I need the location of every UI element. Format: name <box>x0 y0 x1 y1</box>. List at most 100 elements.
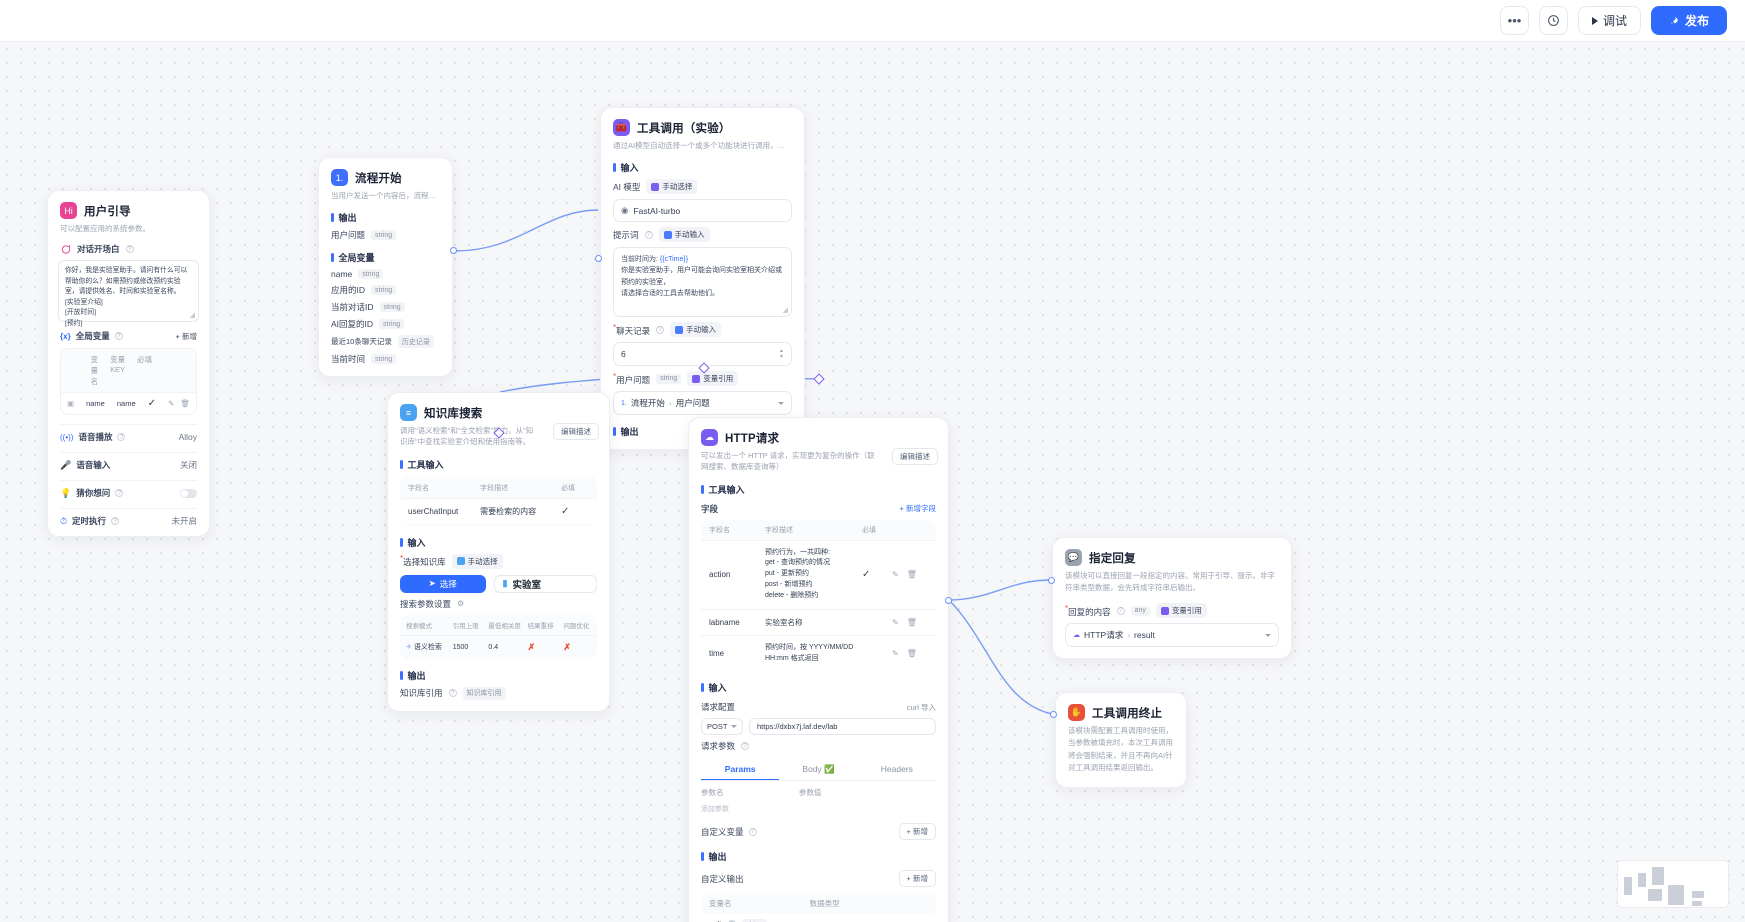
select-kb-button[interactable]: ➤ 选择 <box>400 574 486 593</box>
edit-icon[interactable]: ✎ <box>168 399 175 409</box>
curl-import-button[interactable]: curl 导入 <box>907 702 936 713</box>
add-custom-var-button[interactable]: + 新增 <box>898 823 936 841</box>
guess-question-toggle[interactable] <box>180 488 197 498</box>
question-mode-chip[interactable]: 变量引用 <box>687 371 739 387</box>
opening-text: 你好，我是实验室助手。请问有什么可以帮助你的么？如需预约或修改预约实验室，请提供… <box>65 267 188 327</box>
question-label: 用户问题 <box>616 374 651 385</box>
field-type: string <box>371 285 397 296</box>
node-description: 该模块需配置工具调用时使用，当参数被填充时，本次工具调用将会强制结束，并且不再向… <box>1068 726 1173 773</box>
help-icon[interactable]: ? <box>448 689 457 697</box>
delete-icon[interactable]: 🗑 <box>906 617 917 627</box>
opening-textarea[interactable]: 你好，我是实验室助手。请问有什么可以帮助你的么？如需预约或修改预约实验室，请提供… <box>58 260 199 327</box>
publish-button[interactable]: 发布 <box>1650 6 1727 35</box>
help-icon[interactable]: ? <box>727 920 736 922</box>
history-mode-chip[interactable]: 手动输入 <box>670 322 722 338</box>
http-request-output-port[interactable] <box>945 597 952 604</box>
add-param-button[interactable]: 添加参数 <box>701 804 936 814</box>
node-assigned-reply[interactable]: 💬 指定回复 该模块可以直接回复一段指定的内容。常用于引导、提示。非字符串类型数… <box>1052 537 1292 659</box>
node-http-request[interactable]: ☁ HTTP请求 可以发出一个 HTTP 请求，实现更为复杂的操作（联网搜索、数… <box>688 417 949 922</box>
setting-scheduled[interactable]: ⏱ 定时执行 ? 未开启 <box>48 509 209 536</box>
stepper-icon[interactable]: ▲ ▼ <box>779 348 784 361</box>
history-button[interactable] <box>1538 6 1568 35</box>
tool-call-input-port[interactable] <box>595 255 602 262</box>
field-name: 用户问题 <box>331 230 366 241</box>
delete-icon[interactable]: 🗑 <box>906 570 917 580</box>
help-icon[interactable]: ? <box>117 433 126 442</box>
custom-output-label: 自定义输出 <box>701 873 744 884</box>
edit-icon[interactable]: ✎ <box>892 570 899 580</box>
content-variable-select[interactable]: ☁ HTTP请求 › result <box>1065 623 1279 647</box>
table-row[interactable]: ▣ name name ✓ ✎ 🗑 <box>61 392 196 414</box>
chevron-down-icon[interactable] <box>778 401 784 405</box>
model-select[interactable]: ◉ FastAI-turbo <box>613 199 792 223</box>
select-kb-mode-chip[interactable]: 手动选择 <box>451 553 503 569</box>
prompt-mode-chip[interactable]: 手动输入 <box>658 227 710 243</box>
edit-description-button[interactable]: 编辑描述 <box>553 423 599 440</box>
prompt-label: 提示词 <box>613 229 639 240</box>
setting-value: Alloy <box>178 432 197 443</box>
tab-params[interactable]: Params <box>701 759 780 781</box>
th-required: 必填 <box>862 526 876 534</box>
http-url-input[interactable]: https://dxbx7j.laf.dev/lab <box>749 718 936 736</box>
help-icon[interactable]: ? <box>114 332 123 341</box>
table-row: time 预约时间，按 YYYY/MM/DD HH:mm 格式返回 ✎ 🗑 <box>701 634 936 672</box>
minimap[interactable] <box>1617 860 1729 908</box>
node-tool-call[interactable]: 🧰 工具调用（实验） 通过AI模型自动选择一个或多个功能块进行调用，也可以对条件… <box>600 107 805 451</box>
http-method-select[interactable]: POST <box>701 718 743 736</box>
gear-icon[interactable]: ⚙ <box>457 599 465 608</box>
help-icon[interactable]: ? <box>115 489 124 498</box>
add-field-button[interactable]: + 新增字段 <box>900 503 936 514</box>
prompt-textarea[interactable]: 当前时间为: {{cTime}} 你是实验室助手，用户可能会询问实验室相关介绍或… <box>613 247 792 318</box>
debug-label: 调试 <box>1602 14 1627 28</box>
help-icon[interactable]: ? <box>644 230 653 239</box>
help-icon[interactable]: ? <box>656 325 665 334</box>
add-custom-output-button[interactable]: + 新增 <box>898 870 936 888</box>
help-icon[interactable]: ? <box>748 827 757 836</box>
content-mode-chip[interactable]: 变量引用 <box>1155 603 1207 618</box>
chevron-right-icon: › <box>668 398 672 409</box>
node-user-guide[interactable]: Hi 用户引导 可以配置应用的系统参数。 对话开场白 ? 你好，我是实验室助手。… <box>47 190 210 538</box>
input-label: 输入 <box>620 163 639 174</box>
semantic-icon: ✧ <box>406 644 412 651</box>
setting-voice-input[interactable]: 🎤 语音输入 关闭 <box>48 453 209 471</box>
chevron-down-icon[interactable] <box>1265 633 1271 637</box>
more-options-button[interactable]: ••• <box>1499 6 1529 35</box>
help-icon[interactable]: ? <box>125 245 134 254</box>
th-name: 字段名 <box>709 526 730 534</box>
node-header: 💬 指定回复 <box>1053 538 1291 566</box>
help-icon[interactable]: ? <box>741 742 750 751</box>
node-title: 流程开始 <box>355 172 402 185</box>
delete-icon[interactable]: 🗑 <box>180 399 190 409</box>
cell-desc: 需要检索的内容 <box>480 506 537 516</box>
globals-header: {x} 全局变量 ? + 新增 <box>48 322 209 342</box>
edit-icon[interactable]: ✎ <box>892 617 899 627</box>
node-header: 1. 流程开始 <box>319 158 452 186</box>
node-flow-start[interactable]: 1. 流程开始 当用户发送一个内容后，流程将会从这个模块开始执行。 输出 用户问… <box>318 157 453 378</box>
model-mode-chip[interactable]: 手动选择 <box>646 179 698 195</box>
tab-body[interactable]: Body ✅ <box>779 759 857 780</box>
assigned-reply-input-port[interactable] <box>1048 577 1055 584</box>
help-icon[interactable]: ? <box>1116 606 1125 615</box>
minimap-node <box>1648 889 1662 901</box>
node-kb-search[interactable]: ≡ 知识库搜索 调用"语义检索"和"全文检索"能力，从"知识库"中查找实验室介绍… <box>387 392 610 712</box>
flow-start-output-port[interactable] <box>450 247 457 254</box>
kb-item[interactable]: ▮ 实验室 <box>493 574 597 593</box>
delete-icon[interactable]: 🗑 <box>906 649 917 659</box>
resize-handle-icon[interactable]: ◢ <box>782 307 788 315</box>
debug-button[interactable]: 调试 <box>1577 6 1641 35</box>
resize-handle-icon[interactable]: ◢ <box>189 312 195 320</box>
edit-icon[interactable]: ✎ <box>892 649 899 659</box>
question-variable-select[interactable]: 1. 流程开始 › 用户问题 <box>613 391 792 416</box>
help-icon[interactable]: ? <box>111 517 120 526</box>
flow-canvas[interactable]: Hi 用户引导 可以配置应用的系统参数。 对话开场白 ? 你好，我是实验室助手。… <box>0 42 1745 922</box>
tool-stop-input-port[interactable] <box>1050 711 1057 718</box>
node-tool-stop[interactable]: ✋ 工具调用终止 该模块需配置工具调用时使用，当参数被填充时，本次工具调用将会强… <box>1055 692 1187 788</box>
history-number-input[interactable]: 6 ▲ ▼ <box>613 342 792 367</box>
add-variable-button[interactable]: + 新增 <box>176 331 197 342</box>
edit-description-button[interactable]: 编辑描述 <box>892 448 938 465</box>
tab-headers[interactable]: Headers <box>880 764 913 775</box>
output-field-row: 用户问题 string <box>319 224 452 241</box>
setting-guess-question[interactable]: 💡 猜你想问 ? <box>48 481 209 499</box>
setting-voice-play[interactable]: ((•)) 语音播放 ? Alloy <box>48 425 209 443</box>
